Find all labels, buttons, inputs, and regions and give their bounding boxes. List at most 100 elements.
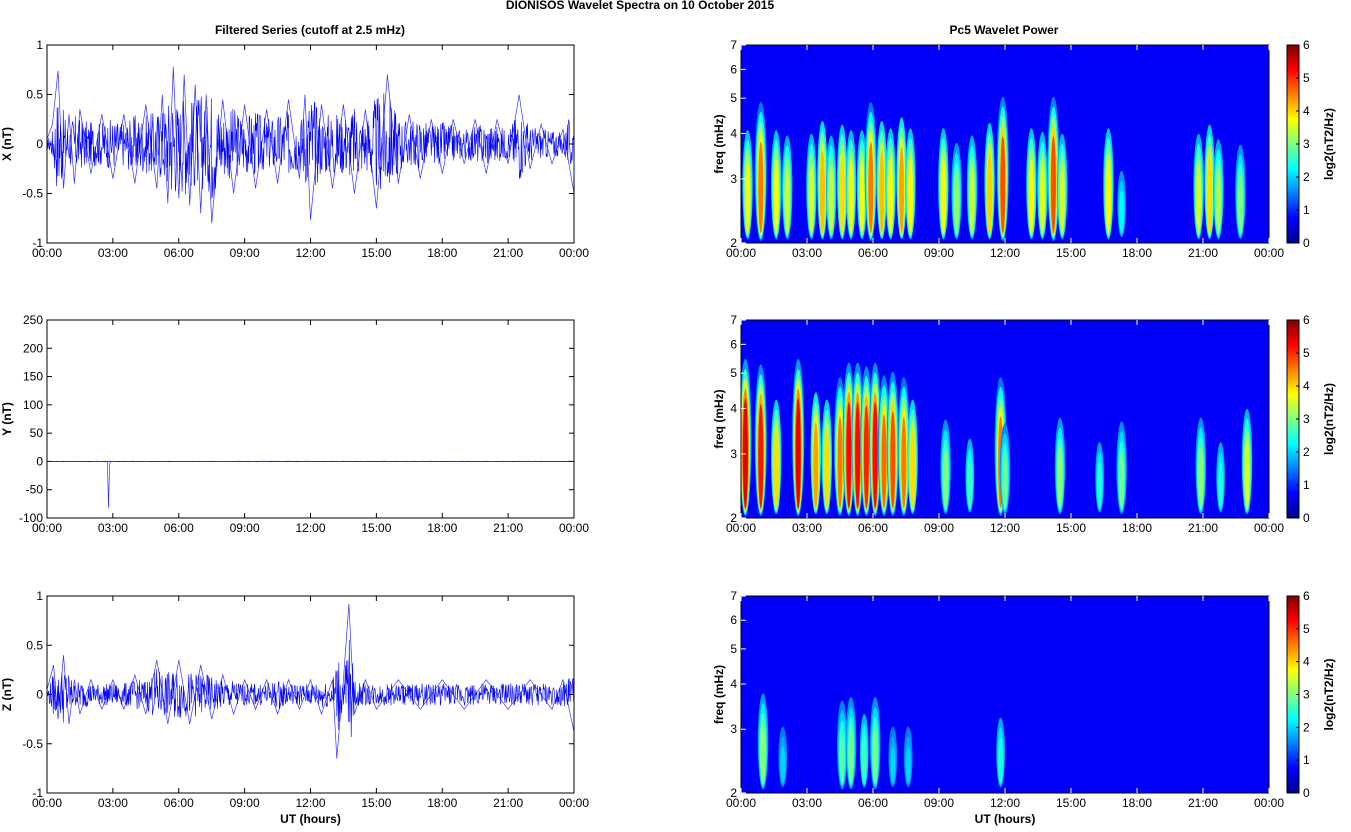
- x-tick-label: 15:00: [1056, 246, 1086, 260]
- power-blob: [859, 159, 865, 234]
- power-blob: [780, 746, 786, 784]
- power-blob: [987, 152, 993, 234]
- y-tick-label: -0.5: [22, 737, 43, 751]
- power-blob: [1039, 161, 1045, 234]
- series-peaks: [47, 461, 574, 508]
- power-blob: [1237, 174, 1243, 234]
- x-tick-label: 15:00: [1056, 521, 1086, 535]
- timeseries-panel-filtered-x: -1 -0.5 0 0.5 1 00:00 03:00 06:00 09:00 12:00 15:0…: [0, 38, 589, 260]
- y-tick-label: -0.5: [22, 187, 43, 201]
- x-tick-label: 15:00: [361, 521, 391, 535]
- colorbar-tick-label: 0: [1303, 236, 1310, 250]
- colorbar-tick-label: 0: [1303, 786, 1310, 800]
- colorbar-tick-label: 3: [1303, 688, 1310, 702]
- power-blob: [1196, 163, 1202, 234]
- y-tick-label: 3: [730, 447, 737, 461]
- x-tick-label: 00:00: [1254, 521, 1284, 535]
- power-blob: [773, 429, 779, 509]
- x-tick-label: 06:00: [164, 521, 194, 535]
- y-tick-label: 100: [23, 398, 43, 412]
- y-tick-label: -1: [32, 786, 43, 800]
- power-blobs: [757, 693, 1005, 790]
- timeseries-panel-filtered-z: -1 -0.5 0 0.5 1 00:00 03:00 06:00 09:00 12:00 15:0…: [0, 589, 589, 826]
- power-blob: [890, 746, 896, 784]
- y-tick-label: 150: [23, 370, 43, 384]
- x-tick-label: 12:00: [990, 521, 1020, 535]
- x-tick-label: 09:00: [924, 246, 954, 260]
- colorbar-tick-label: 1: [1303, 203, 1310, 217]
- colorbar-tick-label: 4: [1303, 104, 1310, 118]
- x-tick-label: 00:00: [1254, 246, 1284, 260]
- y-tick-label: 7: [730, 589, 737, 603]
- y-tick-label: 0.5: [26, 638, 43, 652]
- x-tick-label: 21:00: [493, 796, 523, 810]
- x-tick-label: 06:00: [858, 521, 888, 535]
- y-tick-label: 6: [730, 62, 737, 76]
- colorbar-tick-label: 5: [1303, 346, 1310, 360]
- colorbar-label: log2(nT2/Hz): [1322, 659, 1336, 731]
- power-blob: [758, 141, 764, 234]
- power-blob: [828, 165, 834, 234]
- y-axis-label: freq (mHz): [712, 389, 726, 448]
- power-blob: [1059, 163, 1065, 234]
- power-blob: [742, 398, 748, 509]
- left-column-title: Filtered Series (cutoff at 2.5 mHz): [215, 23, 405, 37]
- y-tick-label: 4: [730, 677, 737, 691]
- x-tick-label: 21:00: [1188, 246, 1218, 260]
- colorbar-tick-label: 5: [1303, 71, 1310, 85]
- power-blob: [890, 411, 896, 509]
- x-tick-label: 09:00: [924, 796, 954, 810]
- x-tick-label: 03:00: [792, 521, 822, 535]
- power-blob: [795, 398, 801, 509]
- power-blob: [784, 165, 790, 234]
- y-tick-label: 7: [730, 38, 737, 52]
- power-blob: [910, 429, 916, 509]
- power-blob: [863, 405, 869, 509]
- power-blob: [1207, 154, 1213, 234]
- power-blob: [899, 147, 905, 234]
- x-tick-label: 06:00: [858, 796, 888, 810]
- power-blob: [907, 157, 913, 234]
- colorbar-tick-label: 0: [1303, 511, 1310, 525]
- power-blob: [954, 172, 960, 234]
- y-axis-label: freq (mHz): [712, 665, 726, 724]
- power-blobs: [741, 358, 1253, 517]
- power-blob: [839, 730, 845, 784]
- x-tick-label: 00:00: [559, 246, 589, 260]
- x-tick-label: 12:00: [295, 796, 325, 810]
- x-tick-label: 00:00: [726, 521, 756, 535]
- panels: -1 -0.5 0 0.5 1 00:00 03:00 06:00 09:00 12:00 15:0…: [0, 38, 1336, 826]
- y-tick-label: 5: [730, 642, 737, 656]
- x-tick-label: 03:00: [792, 796, 822, 810]
- y-tick-label: 1: [36, 589, 43, 603]
- x-tick-label: 03:00: [98, 521, 128, 535]
- power-blob: [808, 163, 814, 234]
- x-tick-label: 00:00: [32, 796, 62, 810]
- y-tick-label: 6: [730, 613, 737, 627]
- power-blob: [967, 458, 973, 509]
- y-tick-label: 4: [730, 126, 737, 140]
- power-blob: [868, 141, 874, 234]
- spectrum-panel-spectrum-x: 2 3 4 5 6 7 00:00 03:00 06:00 09:00 12:00 15:00 18:0…: [712, 38, 1336, 260]
- y-tick-label: 2: [730, 236, 737, 250]
- x-tick-label: 09:00: [230, 796, 260, 810]
- plot-area: [46, 319, 575, 519]
- power-blob: [839, 154, 845, 234]
- x-tick-label: 12:00: [295, 246, 325, 260]
- power-blob: [1244, 438, 1250, 509]
- power-blob: [1057, 447, 1063, 509]
- x-axis-label: UT (hours): [975, 812, 1036, 826]
- y-tick-label: 1: [36, 38, 43, 52]
- colorbar-label: log2(nT2/Hz): [1322, 383, 1336, 455]
- series-peaks: [46, 603, 575, 759]
- x-tick-label: 18:00: [427, 521, 457, 535]
- power-blob: [1119, 190, 1125, 234]
- colorbar-tick-label: 6: [1303, 589, 1310, 603]
- colorbar-tick-label: 5: [1303, 622, 1310, 636]
- colorbar-tick-label: 3: [1303, 412, 1310, 426]
- y-tick-label: 0: [36, 137, 43, 151]
- power-blob: [940, 157, 946, 234]
- power-blob: [1050, 136, 1056, 234]
- power-blob: [998, 737, 1004, 784]
- y-tick-label: 0: [36, 688, 43, 702]
